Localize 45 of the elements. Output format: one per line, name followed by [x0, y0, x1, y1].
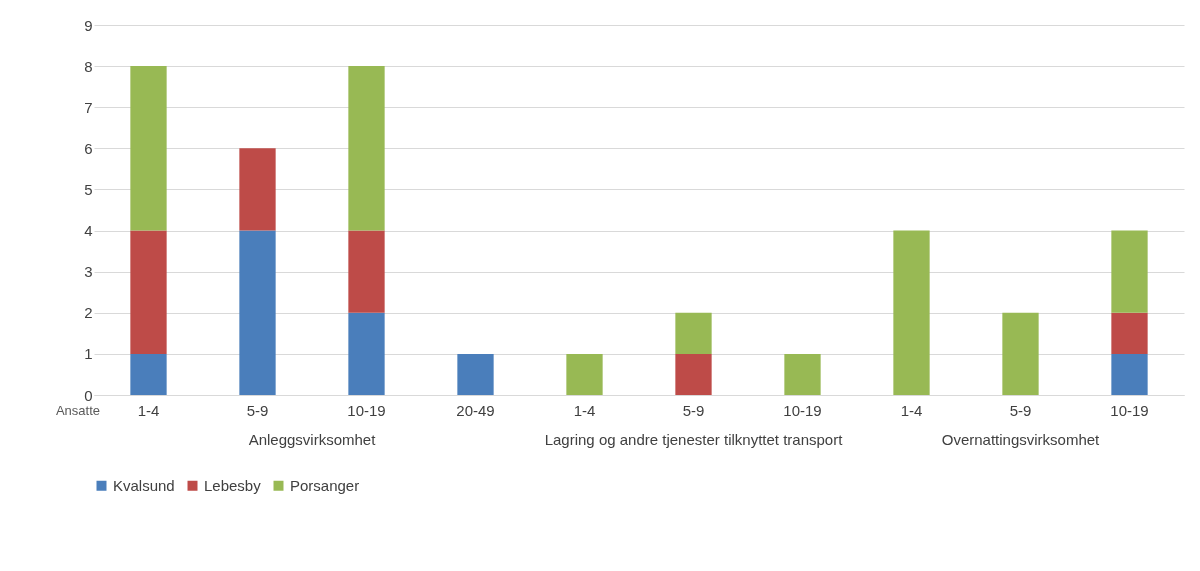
bar: [130, 353, 167, 395]
bar: [675, 353, 712, 395]
bar: [348, 312, 385, 395]
bar: [348, 66, 385, 231]
legend-label: Porsanger: [290, 476, 360, 494]
text: Anleggsvirksomhet: [248, 431, 377, 448]
bar: [1111, 230, 1148, 313]
bar: [893, 230, 930, 395]
y-tick-label: 5: [84, 180, 93, 198]
x-tick-label: 1-4: [137, 401, 160, 419]
x-tick-label: 1-4: [900, 401, 923, 419]
bar: [1111, 353, 1148, 395]
bar: [784, 353, 821, 395]
bar: [675, 312, 712, 354]
bar: [130, 230, 167, 354]
x-tick-label: 10-19: [347, 401, 386, 419]
bar: [1111, 312, 1148, 354]
y-tick-label: 8: [84, 57, 93, 75]
bar: [130, 66, 167, 231]
y-tick-label: 6: [84, 139, 93, 157]
bar: [566, 353, 603, 395]
y-tick-label: 0: [84, 386, 93, 404]
x-tick-label: 5-9: [682, 401, 705, 419]
x-tick-label: 1-4: [573, 401, 596, 419]
x-tick-label: 5-9: [246, 401, 269, 419]
legend-label: Kvalsund: [113, 476, 175, 494]
x-tick-label: 10-19: [1110, 401, 1149, 419]
x-axis-title: Ansatte: [55, 403, 100, 418]
x-tick-label: 10-19: [783, 401, 822, 419]
y-tick-label: 7: [84, 98, 93, 116]
y-tick-label: 2: [84, 304, 93, 322]
bar: [348, 230, 385, 313]
text: Lagring og andre tjenester tilknyttet transport: [544, 431, 844, 448]
legend-label: Lebesby: [204, 476, 262, 494]
bar: [1002, 312, 1039, 395]
y-tick-label: 9: [84, 16, 93, 34]
bar: [239, 148, 276, 231]
y-tick-label: 1: [84, 345, 93, 363]
bar: [239, 230, 276, 395]
y-tick-label: 4: [84, 222, 93, 240]
x-tick-label: 5-9: [1009, 401, 1032, 419]
y-tick-label: 3: [84, 263, 93, 281]
x-tick-label: 20-49: [456, 401, 495, 419]
bar: [457, 353, 494, 395]
text: Overnattingsvirksomhet: [941, 431, 1101, 448]
